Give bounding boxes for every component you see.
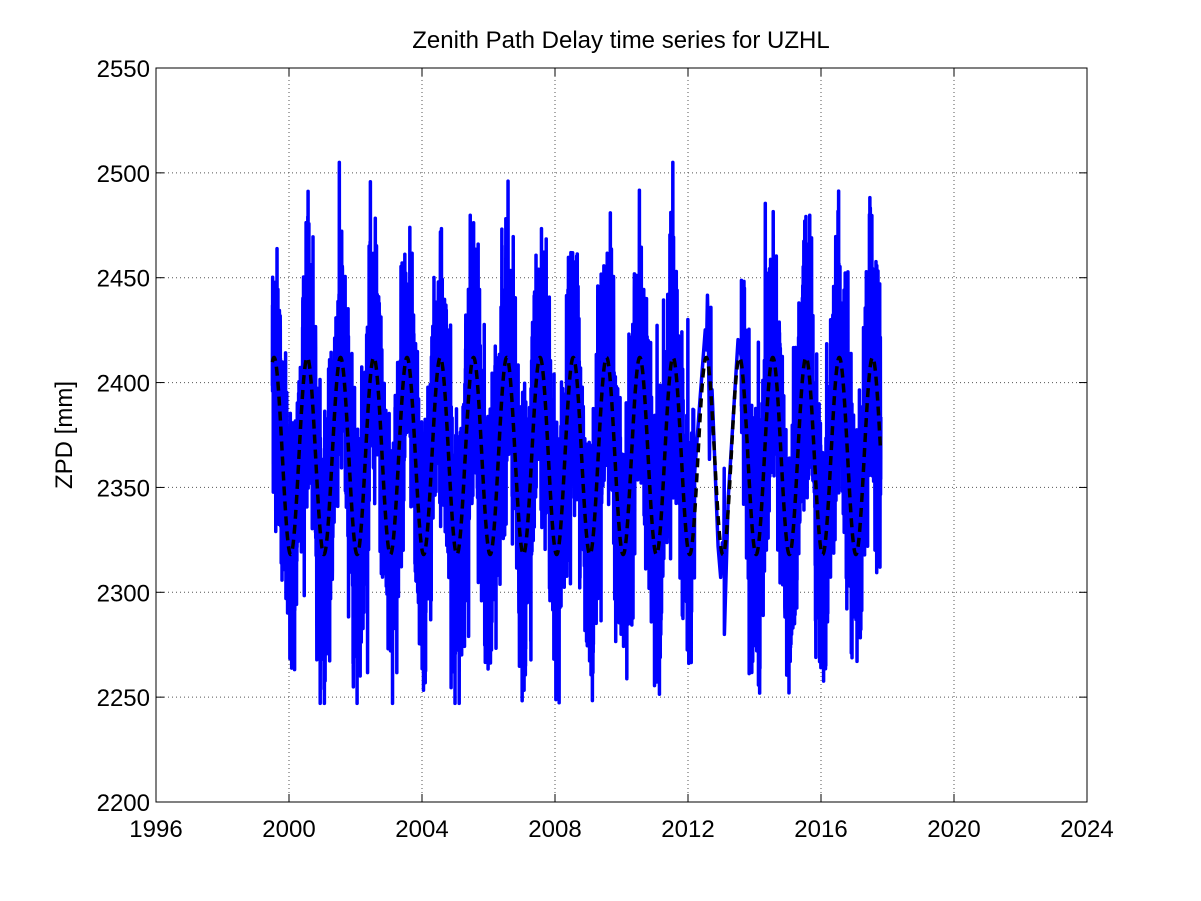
y-tick-label: 2250 bbox=[97, 685, 150, 712]
x-tick-label: 2004 bbox=[395, 816, 448, 843]
chart-title: Zenith Path Delay time series for UZHL bbox=[412, 27, 829, 54]
x-tick-label: 2000 bbox=[262, 816, 315, 843]
ticks: 1996 2000 2004 2008 2012 2016 2020 2024 2200 2250… bbox=[97, 56, 1114, 843]
series-line-zpd-observed bbox=[270, 160, 883, 706]
y-tick-label: 2300 bbox=[97, 580, 150, 607]
y-tick-label: 2400 bbox=[97, 371, 150, 398]
series-layer bbox=[270, 160, 883, 706]
x-tick-label: 2024 bbox=[1060, 816, 1113, 843]
y-tick-label: 2350 bbox=[97, 475, 150, 502]
x-tick-label: 2016 bbox=[794, 816, 847, 843]
y-axis-label: ZPD [mm] bbox=[51, 381, 78, 489]
x-tick-label: 2012 bbox=[661, 816, 714, 843]
y-tick-label: 2500 bbox=[97, 161, 150, 188]
y-tick-label: 2450 bbox=[97, 266, 150, 293]
x-tick-label: 2020 bbox=[927, 816, 980, 843]
x-tick-label: 2008 bbox=[528, 816, 581, 843]
x-tick-label: 1996 bbox=[129, 816, 182, 843]
y-tick-label: 2550 bbox=[97, 56, 150, 83]
y-tick-label: 2200 bbox=[97, 790, 150, 817]
axes-box bbox=[155, 67, 1088, 803]
